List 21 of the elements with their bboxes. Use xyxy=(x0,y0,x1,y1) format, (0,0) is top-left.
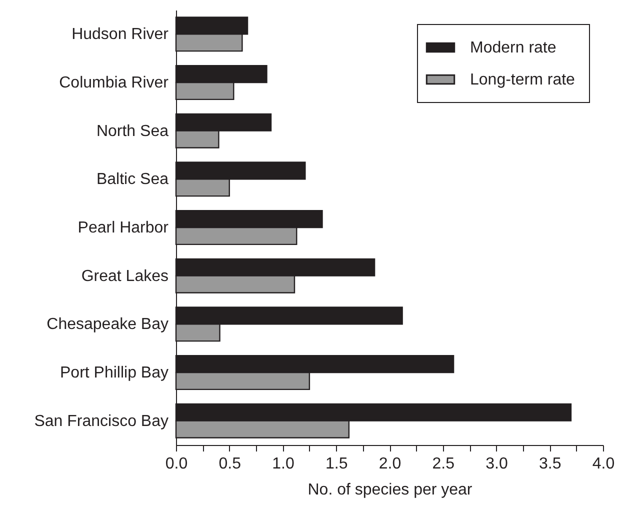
y-tick-label: North Sea xyxy=(96,122,169,140)
x-tick-label: 1.0 xyxy=(272,456,294,472)
y-tick-label: Columbia River xyxy=(59,74,170,92)
y-tick-label: San Francisco Bay xyxy=(34,412,168,430)
y-tick-label: Chesapeake Bay xyxy=(46,316,168,334)
y-tick-label: Great Lakes xyxy=(81,268,168,285)
legend-label: Long-term rate xyxy=(470,72,576,88)
y-tick-label: Hudson River xyxy=(72,26,170,44)
legend-label: Modern rate xyxy=(470,40,556,56)
x-tick-label: 3.0 xyxy=(486,456,508,472)
x-tick-label: 2.5 xyxy=(432,456,455,472)
y-tick-label: Port Phillip Bay xyxy=(60,364,168,382)
x-axis-title: No. of species per year xyxy=(308,482,473,498)
x-tick-label: 4.0 xyxy=(592,456,615,472)
y-tick-label: Pearl Harbor xyxy=(78,220,170,236)
x-tick-label: 2.0 xyxy=(378,456,402,472)
y-tick-label: Baltic Sea xyxy=(96,171,169,188)
x-tick-label: 3.5 xyxy=(539,456,562,472)
x-tick-label: 0.5 xyxy=(218,456,242,472)
x-tick-label: 1.5 xyxy=(326,456,348,472)
x-tick-label: 0.0 xyxy=(165,456,188,472)
